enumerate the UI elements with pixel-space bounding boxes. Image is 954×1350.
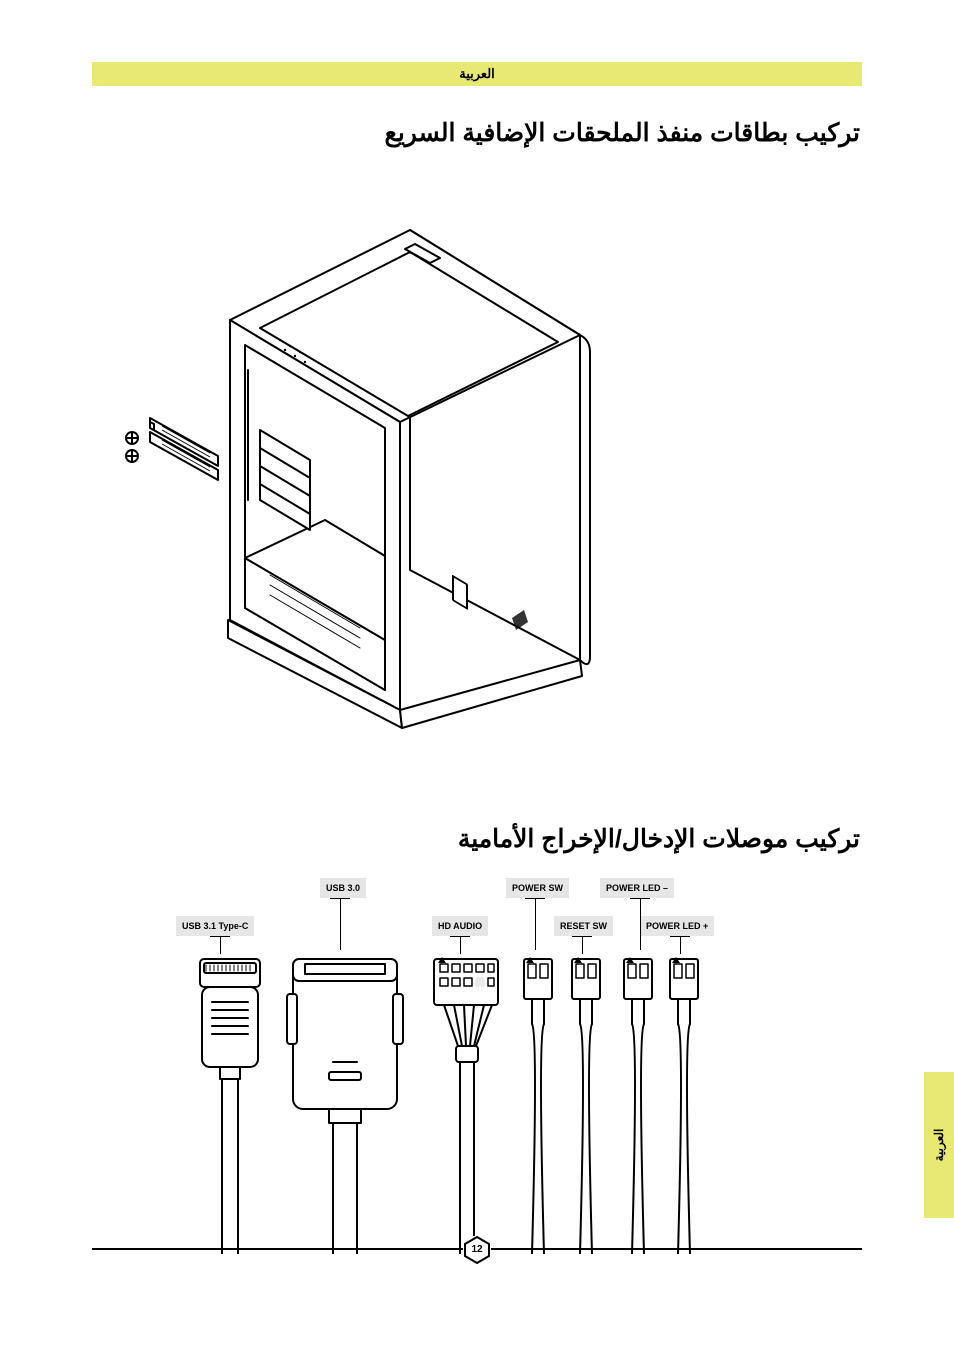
manual-page: العربية تركيب بطاقات منفذ الملحقات الإضا… (0, 0, 954, 1350)
heading-expansion-cards: تركيب بطاقات منفذ الملحقات الإضافية السر… (0, 118, 860, 148)
label-hdaudio: HD AUDIO (432, 916, 488, 936)
label-powerled-minus: POWER LED – (600, 878, 674, 898)
page-number-badge: 12 (463, 1236, 491, 1264)
label-usb31-typec: USB 3.1 Type-C (176, 916, 254, 936)
side-language-tab: العربية (924, 1072, 954, 1218)
front-io-connectors-illustration: USB 3.0 POWER SW POWER LED – USB 3.1 Typ… (170, 878, 780, 1248)
label-powersw: POWER SW (506, 878, 569, 898)
side-language-tab-text: العربية (932, 1129, 946, 1162)
page-number: 12 (463, 1236, 491, 1264)
heading-io-connectors: تركيب موصلات الإدخال/الإخراج الأمامية (0, 824, 860, 854)
label-usb30: USB 3.0 (320, 878, 366, 898)
label-powerled-plus: POWER LED + (640, 916, 714, 936)
label-resetsw: RESET SW (554, 916, 613, 936)
pc-case-illustration (110, 170, 670, 730)
language-band: العربية (92, 62, 862, 86)
